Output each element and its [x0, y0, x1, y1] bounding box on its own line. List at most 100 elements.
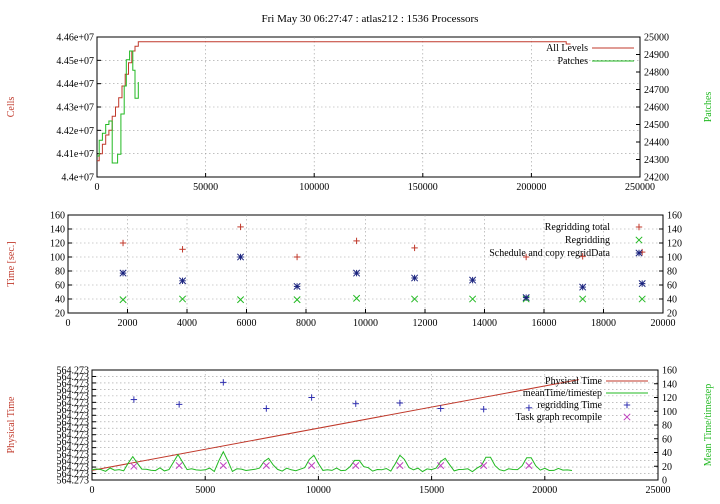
grid — [97, 37, 640, 177]
y2-tick-label: 40 — [667, 295, 677, 306]
y2-tick-label: 20 — [667, 309, 677, 320]
y2-tick-label: 24900 — [644, 50, 669, 61]
y2-tick-label: 160 — [662, 366, 677, 377]
schedule-copy-point — [353, 269, 361, 277]
y-tick-label: 564.273 — [57, 476, 90, 487]
y2-tick-label: 120 — [667, 239, 682, 250]
x-tick-label: 12000 — [413, 318, 438, 329]
panel-cells-patches: Cells Patches 0 50000 100000 150000 200000 25… — [6, 33, 714, 194]
y2-tick-label: 160 — [667, 211, 682, 222]
regridding-point-stroke — [119, 296, 127, 304]
regridding-total-point — [179, 246, 186, 253]
panel-regridding-time: Time [sec.] 0 2000 4000 6000 8000 10000 12000 1… — [6, 211, 682, 330]
y-tick-label: 564.273 — [57, 411, 90, 422]
schedule-copy-point-stroke — [236, 253, 245, 261]
x-tick-label: 10000 — [306, 485, 331, 496]
y-tick-label: 564.273 — [57, 469, 90, 480]
schedule-copy-point-stroke — [469, 276, 477, 284]
x-tick-label: 5000 — [195, 485, 215, 496]
x-tick-label: 4000 — [177, 318, 197, 329]
task-graph-recompile-point-stroke — [437, 462, 445, 470]
y-tick-label: 564.273 — [57, 443, 90, 454]
legend-label-task-graph: Task graph recompile — [516, 412, 603, 423]
regridding-point-stroke — [579, 295, 587, 303]
y2-tick-label: 140 — [662, 379, 677, 390]
regridding-time-point — [437, 405, 444, 412]
y-tick-label: 564.273 — [57, 372, 90, 383]
x-tick-label: 0 — [66, 318, 71, 329]
schedule-copy-point-stroke — [411, 274, 419, 282]
legend-label-regridding: Regridding — [565, 235, 610, 246]
y2-tick-label: 100 — [667, 253, 682, 264]
x-tick-label: 20000 — [651, 318, 676, 329]
schedule-copy-point — [293, 282, 301, 290]
y2-tick-label: 24500 — [644, 120, 669, 131]
legend-label-physical-time: Physical Time — [545, 376, 603, 387]
regridding-point-stroke — [236, 296, 245, 304]
x-tick-label: 2000 — [118, 318, 138, 329]
x-tick-label: 25000 — [646, 485, 671, 496]
schedule-copy-point — [119, 269, 127, 277]
schedule-copy-point-stroke — [579, 283, 587, 291]
y2-tick-label: 24400 — [644, 138, 669, 149]
legend-label-schedule-copy: Schedule and copy regridData — [489, 248, 610, 259]
y2-tick-label: 20 — [662, 462, 672, 473]
y-tick-label: 4.44e+07 — [56, 79, 94, 90]
regridding-point-stroke — [293, 296, 301, 304]
y-tick-label: 4.41e+07 — [56, 149, 94, 160]
y2-tick-label: 40 — [662, 448, 672, 459]
x-tick-label: 14000 — [472, 318, 497, 329]
task-graph-recompile-point-stroke — [262, 462, 270, 470]
y-tick-label: 4.46e+07 — [56, 33, 94, 44]
legend: Physical Time meanTime/timestep regriddi… — [516, 376, 648, 423]
y-tick-label: 80 — [55, 267, 65, 278]
y-axis-label-right: Mean Time/timestep — [703, 384, 714, 467]
y2-tick-label: 24200 — [644, 173, 669, 184]
y2-tick-label: 24300 — [644, 155, 669, 166]
x-tick-label: 200000 — [516, 182, 546, 193]
y2-tick-label: 24700 — [644, 85, 669, 96]
task-graph-recompile-point — [175, 462, 183, 470]
tick-labels: 0 5000 10000 15000 20000 25000564.273564.2735… — [57, 366, 678, 497]
task-graph-recompile-point — [352, 462, 360, 470]
regridding-point — [469, 295, 477, 303]
y-tick-label: 40 — [55, 295, 65, 306]
legend-marker-schedule-copy-stroke — [635, 249, 643, 257]
x-tick-label: 0 — [95, 182, 100, 193]
y-tick-label: 564.273 — [57, 391, 90, 402]
schedule-copy-point-stroke — [353, 269, 361, 277]
legend-label-regridding-total: Regridding total — [545, 222, 610, 233]
task-graph-recompile-point — [130, 462, 138, 470]
y-tick-label: 564.273 — [57, 417, 90, 428]
regridding-point-stroke — [411, 295, 419, 303]
y-tick-label: 4.43e+07 — [56, 103, 94, 114]
y-tick-label: 564.273 — [57, 378, 90, 389]
y-axis-label-left: Physical Time — [6, 396, 17, 454]
series-line-mean-time — [91, 450, 573, 473]
tick-labels: 0 50000 100000 150000 200000 250000 4.4e+07 4.4… — [56, 33, 669, 194]
regridding-time-point — [480, 405, 487, 413]
regridding-point — [579, 295, 587, 303]
y-axis-label-right: Patches — [703, 92, 714, 123]
series-line-patches — [97, 50, 139, 164]
x-tick-label: 6000 — [237, 318, 257, 329]
regridding-point-stroke — [178, 295, 187, 303]
y2-tick-label: 140 — [667, 225, 682, 236]
legend-label-all-levels: All Levels — [546, 43, 588, 54]
legend-marker-regridding-total — [635, 223, 643, 231]
y2-tick-label: 80 — [667, 267, 677, 278]
task-graph-recompile-point — [262, 462, 270, 470]
legend-marker-regridding-stroke — [635, 236, 643, 244]
task-graph-recompile-point — [219, 462, 227, 470]
panel-physical-time: Physical Time Mean Time/timestep 0 5000 10… — [6, 366, 714, 497]
y-tick-label: 564.273 — [57, 430, 90, 441]
y-tick-label: 20 — [55, 309, 65, 320]
regridding-total-point — [411, 244, 418, 252]
regridding-time-point — [396, 399, 404, 407]
x-tick-label: 50000 — [193, 182, 218, 193]
grid — [68, 215, 663, 313]
schedule-copy-point — [522, 294, 530, 302]
y-axis-label-left: Cells — [6, 97, 17, 118]
y-tick-label: 60 — [55, 281, 65, 292]
